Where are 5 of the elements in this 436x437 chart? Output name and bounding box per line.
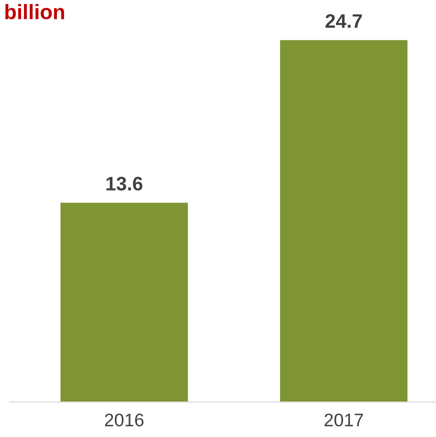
x-tick-label: 2016 — [105, 414, 144, 426]
x-tick-label: 2017 — [324, 414, 363, 426]
data-label: 13.6 — [106, 176, 142, 191]
chart-title: billion — [5, 4, 64, 20]
data-label: 24.7 — [326, 14, 362, 28]
